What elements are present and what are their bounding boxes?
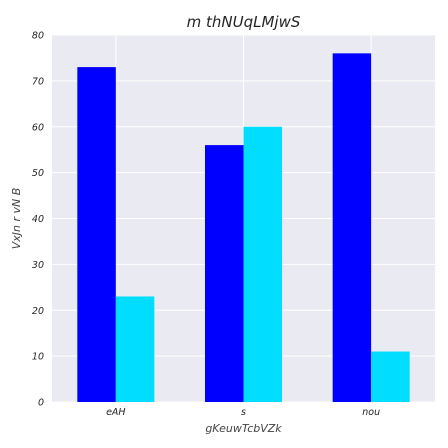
y-tick-label: 60: [32, 122, 44, 133]
y-tick-label: 30: [32, 260, 44, 271]
y-tick-label: 20: [32, 306, 44, 317]
chart-title: m thNUqLMjwS: [187, 13, 301, 31]
y-axis-ticks: 0 10 20 30 40 50 60 70 80: [32, 31, 44, 409]
y-tick-label: 0: [38, 398, 44, 409]
y-axis-label: VxJn r vN B: [10, 188, 23, 250]
bar-eAH-series-1: [77, 67, 116, 403]
y-tick-label: 70: [32, 76, 44, 87]
x-tick-label: eAH: [106, 407, 126, 418]
bar-nou-series-2: [371, 351, 410, 402]
y-tick-label: 50: [32, 168, 44, 179]
bar-nou-series-1: [332, 53, 372, 402]
bars: [77, 53, 410, 403]
y-tick-label: 40: [32, 214, 44, 225]
y-tick-label: 80: [32, 31, 44, 42]
x-axis-label: gKeuwTcbVZk: [205, 422, 282, 435]
bar-s-series-2: [243, 126, 282, 402]
x-tick-label: s: [241, 407, 246, 418]
bar-s-series-1: [205, 145, 244, 402]
y-tick-label: 10: [32, 352, 44, 363]
bar-eAH-series-2: [115, 296, 155, 402]
x-axis-ticks: eAH s nou: [106, 407, 380, 418]
x-tick-label: nou: [362, 407, 380, 418]
